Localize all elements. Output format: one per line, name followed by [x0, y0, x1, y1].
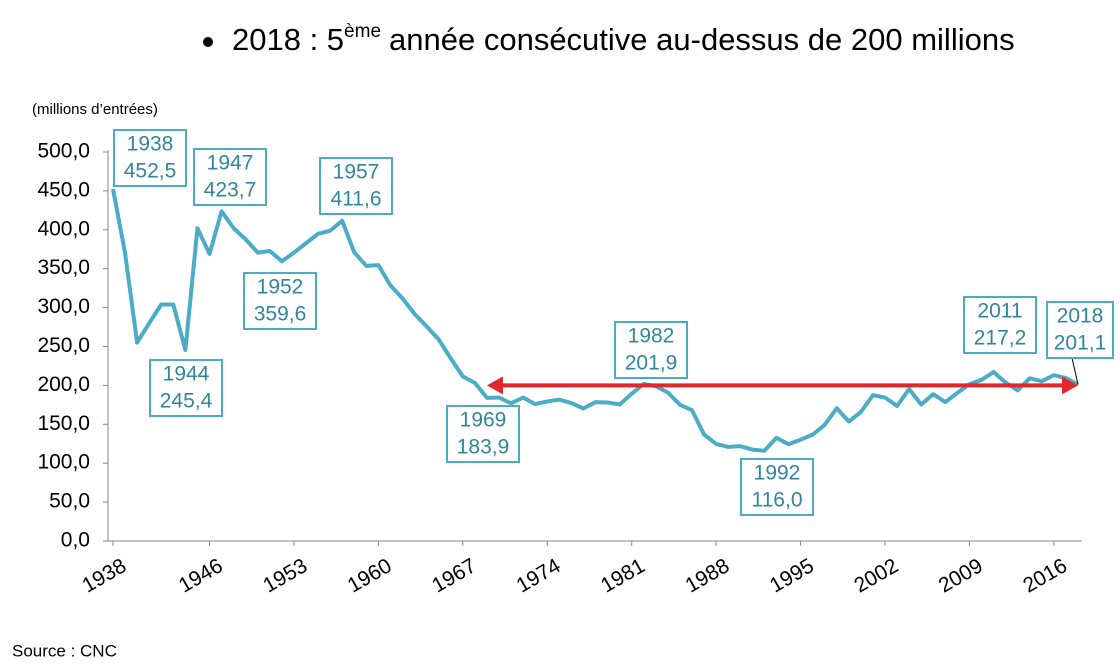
annotation-box — [1046, 301, 1114, 359]
x-tick-label: 1974 — [513, 554, 565, 597]
x-tick-label: 1988 — [681, 554, 733, 597]
bullet — [203, 37, 213, 47]
annotation-value: 201,9 — [625, 352, 678, 375]
leader-line — [1071, 357, 1079, 385]
annotation-box — [113, 129, 187, 187]
source: Source : CNC — [12, 641, 117, 660]
arrow-head — [486, 376, 503, 395]
x-tick-label: 1953 — [259, 554, 311, 597]
annotation-value: 201,1 — [1054, 332, 1107, 355]
annotation-year: 1992 — [754, 462, 801, 485]
y-axis-label: (millions d’entrées) — [32, 101, 158, 118]
x-tick-label: 1981 — [597, 554, 649, 597]
y-tick-label: 500,0 — [37, 140, 90, 163]
annotation-year: 1947 — [207, 152, 254, 175]
annotation-value: 116,0 — [752, 489, 803, 512]
annotation-value: 411,6 — [331, 188, 382, 211]
annotation-box — [319, 157, 393, 215]
annotation-year: 1982 — [628, 325, 675, 348]
y-tick-label: 250,0 — [37, 334, 90, 357]
x-tick-label: 2016 — [1019, 554, 1071, 597]
annotation-year: 1944 — [163, 363, 210, 386]
x-tick-label: 2009 — [935, 554, 987, 597]
annotation-value: 183,9 — [457, 436, 510, 459]
annotation-value: 245,4 — [160, 390, 213, 413]
title-part: 2018 : 5 — [232, 22, 344, 57]
x-tick-label: 2002 — [850, 554, 902, 597]
title-superscript: ème — [344, 21, 381, 42]
y-tick-label: 50,0 — [49, 490, 90, 513]
y-tick-label: 200,0 — [37, 373, 90, 396]
data-line — [111, 188, 1079, 453]
y-tick-label: 150,0 — [37, 412, 90, 435]
y-tick-label: 0,0 — [61, 529, 90, 552]
annotation-box — [193, 148, 267, 206]
annotation-box — [446, 405, 520, 463]
annotation-value: 217,2 — [974, 327, 1027, 350]
title-part: année consécutive au-dessus de 200 milli… — [389, 22, 1015, 57]
x-tick-label: 1967 — [428, 554, 480, 597]
annotation-value: 359,6 — [254, 303, 307, 326]
chart-title: 2018 : 5ème année consécutive au-dessus d… — [232, 21, 1015, 57]
annotation-year: 1938 — [127, 133, 174, 156]
y-tick-label: 450,0 — [37, 178, 90, 201]
arrow-head — [1062, 376, 1078, 395]
y-tick-label: 100,0 — [37, 451, 90, 474]
annotation-box — [614, 321, 688, 379]
annotation-box — [740, 458, 814, 516]
annotation-box — [963, 296, 1037, 354]
annotation-box — [243, 272, 317, 330]
x-tick-label: 1995 — [766, 554, 818, 597]
annotation-value: 423,7 — [204, 179, 257, 202]
annotation-year: 1952 — [257, 276, 304, 299]
annotation-year: 1957 — [333, 161, 380, 184]
annotation-year: 2011 — [977, 300, 1022, 323]
y-tick-label: 400,0 — [37, 217, 90, 240]
y-tick-label: 300,0 — [37, 295, 90, 318]
y-tick-label: 350,0 — [37, 256, 90, 279]
x-tick-label: 1960 — [344, 554, 396, 597]
annotation-value: 452,5 — [124, 160, 177, 183]
annotation-box — [149, 359, 223, 417]
x-tick-label: 1946 — [175, 554, 227, 597]
annotation-year: 1969 — [460, 409, 507, 432]
annotation-year: 2018 — [1057, 305, 1104, 328]
x-tick-label: 1938 — [78, 554, 130, 597]
